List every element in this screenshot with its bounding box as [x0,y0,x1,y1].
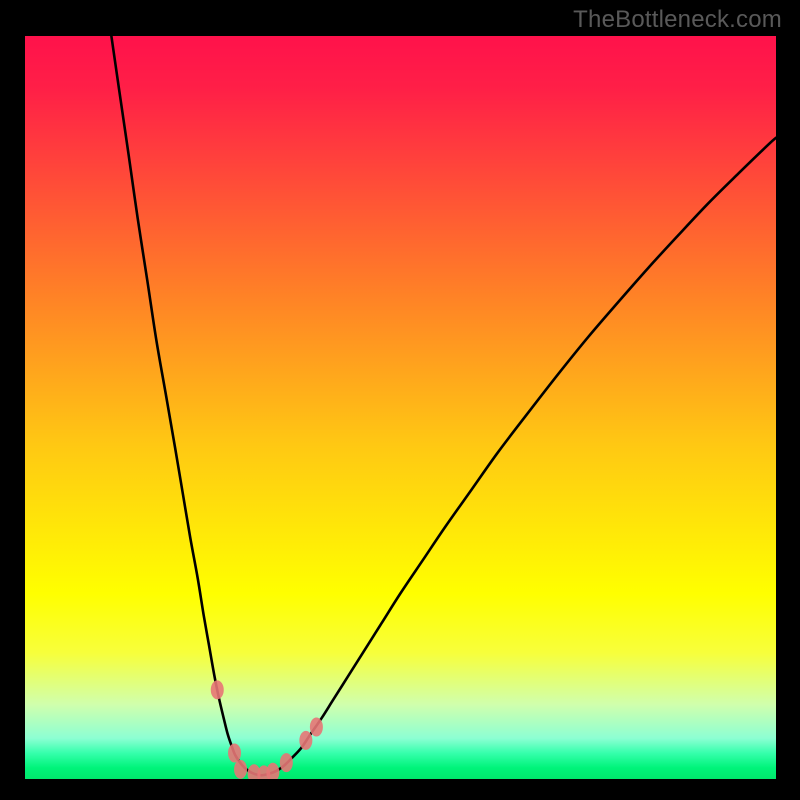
data-marker [299,731,312,750]
watermark-text: TheBottleneck.com [573,6,782,34]
chart-background [25,36,776,779]
data-marker [310,717,323,736]
data-marker [234,760,247,779]
chart-svg [25,36,776,779]
bottleneck-curve-chart [25,36,776,779]
data-marker [280,753,293,772]
data-marker [228,744,241,763]
data-marker [211,680,224,699]
